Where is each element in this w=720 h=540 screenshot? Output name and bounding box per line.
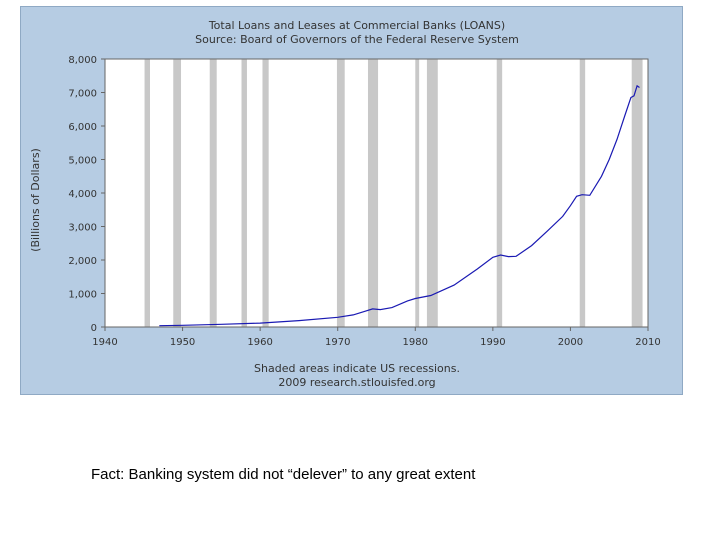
y-tick-label: 8,000 bbox=[68, 55, 97, 66]
loans-series-line bbox=[159, 84, 640, 327]
x-tick-label: 2010 bbox=[635, 337, 660, 348]
recession-band bbox=[144, 59, 150, 327]
recession-band bbox=[579, 59, 586, 327]
chart-subtitle: Source: Board of Governors of the Federa… bbox=[195, 33, 519, 46]
recession-band bbox=[415, 59, 420, 327]
x-tick-label: 1970 bbox=[325, 337, 350, 348]
y-tick-label: 6,000 bbox=[68, 122, 97, 133]
x-tick-label: 1950 bbox=[170, 337, 195, 348]
y-tick-label: 5,000 bbox=[68, 156, 97, 167]
x-tick-label: 1960 bbox=[247, 337, 272, 348]
y-axis-ticks: 0 1,000 2,000 3,000 4,000 5,000 6,000 7,000 8,00… bbox=[68, 55, 105, 334]
recession-band bbox=[496, 59, 503, 327]
recession-band bbox=[631, 59, 643, 327]
recession-bands bbox=[144, 59, 643, 327]
y-tick-label: 0 bbox=[91, 323, 97, 334]
recession-band bbox=[426, 59, 438, 327]
y-tick-label: 2,000 bbox=[68, 256, 97, 267]
chart-panel: Total Loans and Leases at Commercial Ban… bbox=[20, 6, 683, 395]
x-tick-label: 1990 bbox=[480, 337, 505, 348]
y-axis-label: (Billions of Dollars) bbox=[29, 148, 42, 252]
y-tick-label: 1,000 bbox=[68, 290, 97, 301]
recession-band bbox=[209, 59, 217, 327]
x-tick-label: 2000 bbox=[558, 337, 583, 348]
recession-band bbox=[336, 59, 345, 327]
chart-svg: Total Loans and Leases at Commercial Ban… bbox=[29, 19, 661, 389]
y-tick-label: 3,000 bbox=[68, 223, 97, 234]
footnote-recessions: Shaded areas indicate US recessions. bbox=[254, 362, 460, 375]
recession-band bbox=[367, 59, 379, 327]
recession-band bbox=[241, 59, 247, 327]
slide-caption: Fact: Banking system did not “delever” t… bbox=[91, 466, 476, 483]
y-tick-label: 4,000 bbox=[68, 189, 97, 200]
x-axis-ticks: 1940 1950 1960 1970 1980 1990 2000 2010 bbox=[92, 327, 661, 348]
recession-band bbox=[173, 59, 182, 327]
x-tick-label: 1940 bbox=[92, 337, 117, 348]
recession-band bbox=[262, 59, 269, 327]
y-tick-label: 7,000 bbox=[68, 89, 97, 100]
x-tick-label: 1980 bbox=[403, 337, 428, 348]
footnote-source: 2009 research.stlouisfed.org bbox=[278, 376, 435, 389]
chart-title: Total Loans and Leases at Commercial Ban… bbox=[208, 19, 505, 32]
